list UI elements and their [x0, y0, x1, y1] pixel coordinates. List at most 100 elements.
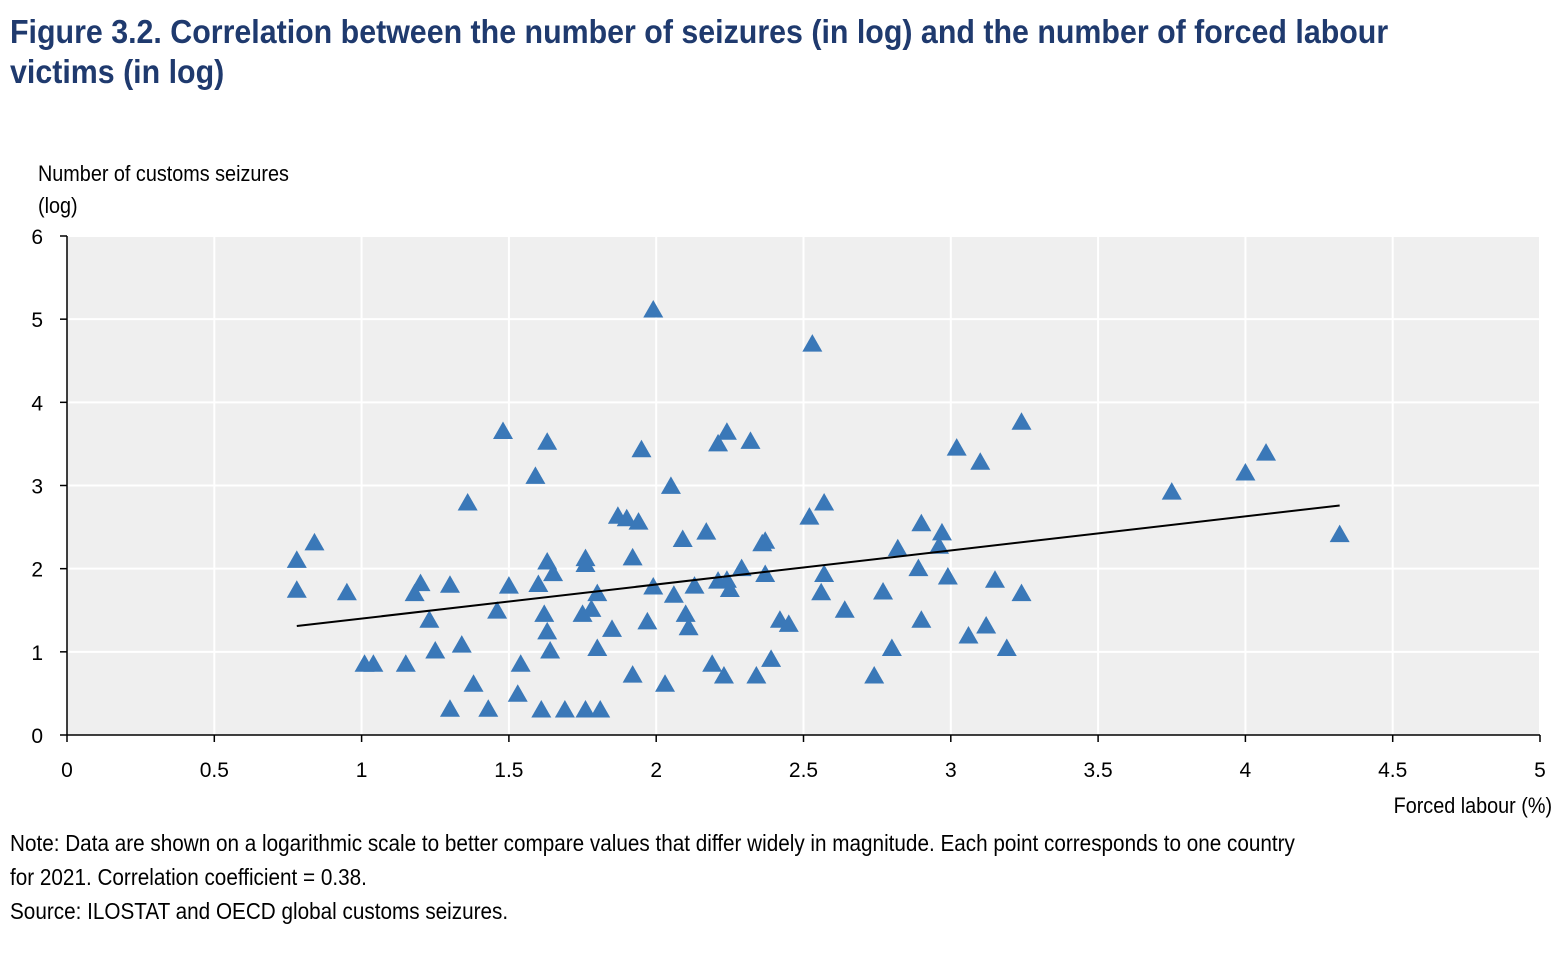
y-tick-label: 4 [31, 392, 43, 415]
note-text-line1: Note: Data are shown on a logarithmic sc… [10, 830, 1295, 856]
data-point [1011, 412, 1032, 430]
data-point [1235, 463, 1256, 481]
data-point [746, 665, 767, 684]
data-point [946, 438, 967, 456]
data-point [696, 522, 717, 540]
data-point [911, 513, 932, 532]
x-tick-label: 2.5 [789, 759, 818, 782]
data-point [811, 582, 832, 601]
data-point [395, 654, 416, 672]
data-point [731, 558, 752, 577]
source-line: Source: ILOSTAT and OECD global customs … [10, 898, 509, 924]
data-point [336, 582, 357, 601]
data-point [713, 665, 734, 684]
data-point [908, 558, 929, 577]
data-point [802, 334, 823, 352]
data-point [631, 439, 652, 458]
data-point [528, 574, 549, 592]
data-point [616, 508, 637, 527]
data-point [575, 700, 596, 718]
data-point [439, 575, 460, 593]
data-point [543, 563, 564, 582]
data-point [457, 492, 478, 511]
data-point [887, 538, 908, 557]
y-axis-label: Number of customs seizures (log) [38, 158, 326, 222]
data-point [684, 576, 705, 594]
data-point [525, 466, 546, 484]
data-point [602, 619, 623, 637]
tick-labels: 0 0.5 1 1.5 2 2.5 3 3.5 4 4.5 5 0 1 2 3 4 5 6 [31, 226, 1546, 782]
data-point [708, 433, 729, 452]
data-point [534, 604, 555, 622]
data-point [304, 532, 325, 551]
data-point [937, 566, 958, 585]
x-tick-label: 3.5 [1083, 759, 1112, 782]
data-point [864, 665, 885, 684]
data-point [873, 581, 894, 600]
x-tick-label: 1 [356, 759, 368, 782]
data-point [984, 570, 1005, 588]
data-points [286, 300, 1350, 718]
x-tick-label: 5 [1534, 759, 1546, 782]
data-point [575, 554, 596, 573]
x-tick-label: 0.5 [200, 759, 229, 782]
data-point [672, 529, 693, 548]
data-point [660, 476, 681, 494]
data-point [286, 580, 307, 598]
data-point [463, 674, 484, 692]
data-point [628, 512, 649, 530]
data-point [663, 585, 684, 603]
data-point [755, 531, 776, 549]
data-point [1256, 443, 1277, 461]
data-point [451, 635, 472, 653]
data-point [537, 621, 558, 640]
gridlines [67, 235, 1541, 735]
data-point [958, 626, 979, 644]
data-point [410, 573, 431, 592]
data-point [740, 431, 761, 449]
data-point [363, 654, 384, 672]
data-point [799, 507, 820, 525]
data-point [970, 452, 991, 470]
data-point [404, 583, 425, 602]
data-point [716, 422, 737, 440]
data-point [537, 552, 558, 570]
figure-notes: Note: Data are shown on a logarithmic sc… [10, 826, 1558, 928]
data-point [493, 421, 514, 439]
data-point [425, 641, 446, 659]
data-point [929, 536, 950, 554]
data-point [531, 700, 552, 718]
data-point [286, 550, 307, 568]
x-tick-label: 2 [650, 759, 662, 782]
figure-title: Figure 3.2. Correlation between the numb… [10, 13, 1389, 90]
x-tick-label: 1.5 [494, 759, 523, 782]
note-line: Note: Data are shown on a logarithmic sc… [10, 826, 1558, 894]
data-point [587, 638, 608, 657]
data-point [719, 579, 740, 597]
data-point [881, 638, 902, 657]
data-point [487, 601, 508, 619]
y-tick-label: 6 [31, 226, 43, 249]
data-point [778, 614, 799, 632]
data-point [761, 649, 782, 667]
y-axis-label-line2: (log) [38, 193, 78, 218]
x-tick-label: 4.5 [1378, 759, 1407, 782]
note-text-line2: for 2021. Correlation coefficient = 0.38… [10, 864, 367, 890]
data-point [678, 617, 699, 636]
data-point [572, 604, 593, 622]
y-tick-label: 2 [31, 559, 43, 582]
y-tick-label: 5 [31, 309, 43, 332]
data-point [587, 583, 608, 602]
data-point [976, 616, 997, 634]
data-point [814, 564, 835, 582]
data-point [834, 600, 855, 618]
data-point [931, 522, 952, 541]
x-tick-label: 4 [1240, 759, 1252, 782]
data-point [911, 610, 932, 628]
trend-line [296, 504, 1340, 628]
data-point [590, 700, 611, 718]
data-point [537, 432, 558, 450]
data-point [507, 684, 528, 702]
data-point [581, 599, 602, 617]
data-point [478, 699, 499, 717]
